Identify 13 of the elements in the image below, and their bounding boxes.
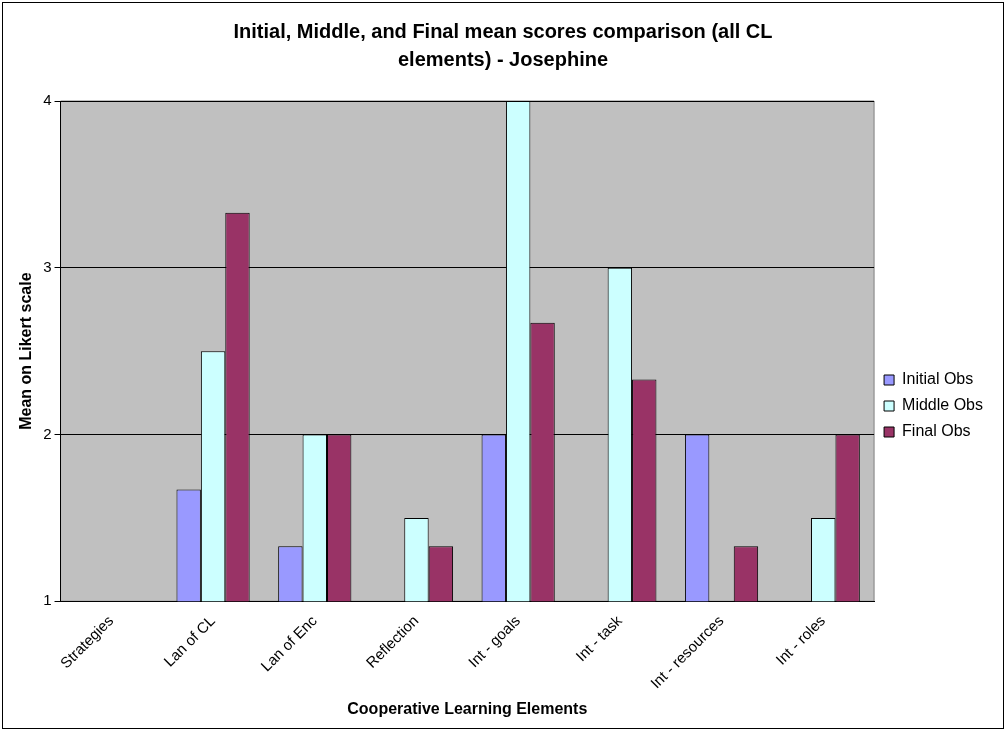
y-tick-label: 3 (43, 257, 52, 275)
legend-label: Middle Obs (902, 396, 983, 414)
y-tick-label: 4 (43, 91, 52, 109)
y-tick-label: 2 (43, 424, 52, 442)
x-axis-title: Cooperative Learning Elements (347, 699, 588, 717)
chart-title: Initial, Middle, and Final mean scores comparison (all CL elements) - Josephine (232, 19, 774, 72)
legend-label: Initial Obs (902, 370, 974, 388)
legend-label: Final Obs (902, 422, 971, 440)
x-tick-label: Int - task (572, 611, 626, 665)
x-tick-label: Lan of CL (160, 611, 219, 670)
x-tick-label: Lan of Enc (257, 611, 321, 675)
y-axis-title: Mean on Likert scale (17, 272, 35, 430)
y-tick-label: 1 (43, 591, 52, 609)
